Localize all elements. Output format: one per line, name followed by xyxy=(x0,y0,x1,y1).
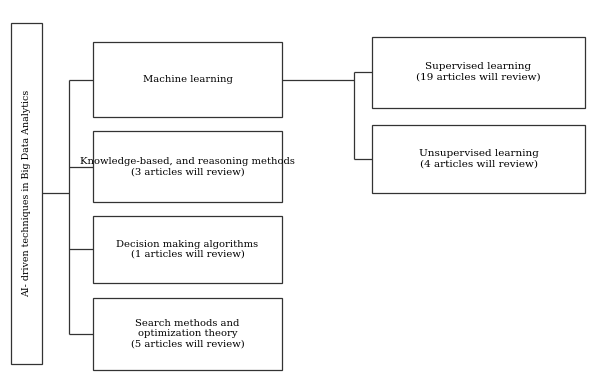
Text: Machine learning: Machine learning xyxy=(143,75,232,84)
Bar xyxy=(372,125,585,192)
Bar xyxy=(93,131,282,202)
Text: AI- driven techniques in Big Data Analytics: AI- driven techniques in Big Data Analyt… xyxy=(22,90,31,297)
Text: Supervised learning
(19 articles will review): Supervised learning (19 articles will re… xyxy=(416,62,541,82)
Bar xyxy=(93,216,282,283)
Bar xyxy=(93,298,282,370)
Text: Knowledge-based, and reasoning methods
(3 articles will review): Knowledge-based, and reasoning methods (… xyxy=(80,157,295,176)
Text: Search methods and
optimization theory
(5 articles will review): Search methods and optimization theory (… xyxy=(131,319,244,349)
Text: Unsupervised learning
(4 articles will review): Unsupervised learning (4 articles will r… xyxy=(419,149,538,169)
Bar xyxy=(93,42,282,117)
Text: Decision making algorithms
(1 articles will review): Decision making algorithms (1 articles w… xyxy=(116,239,259,259)
Bar xyxy=(372,37,585,108)
Bar xyxy=(11,23,42,364)
